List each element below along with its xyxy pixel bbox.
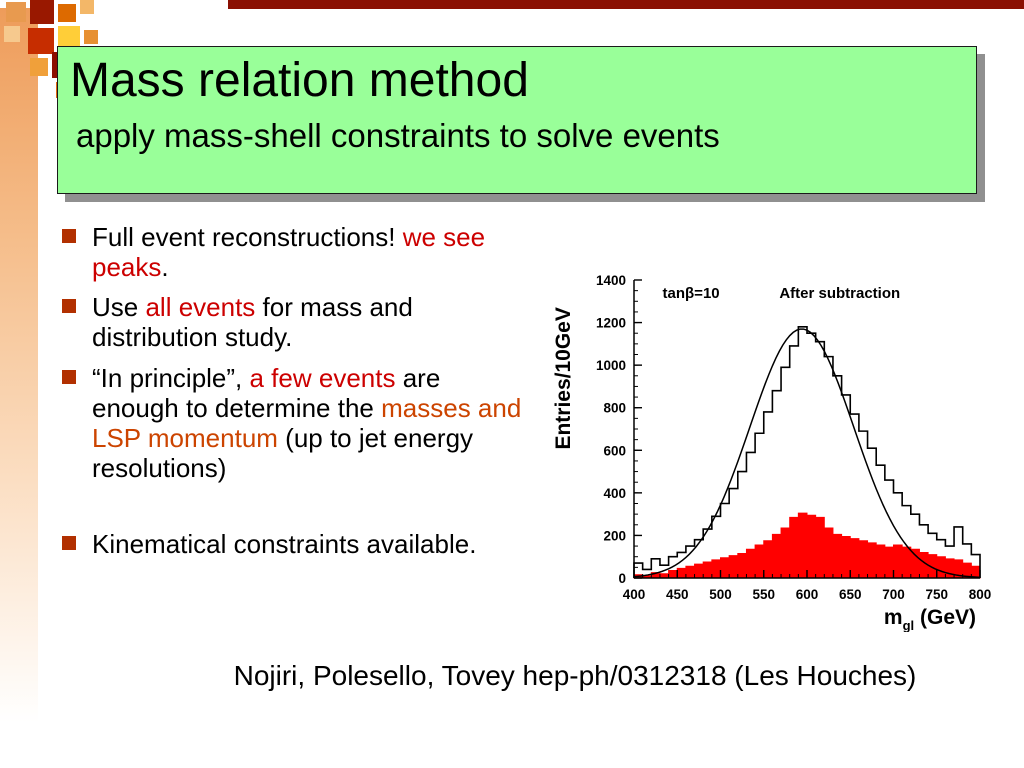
x-tick-label: 550 bbox=[752, 587, 775, 602]
y-tick-label: 600 bbox=[603, 443, 626, 458]
mosaic-square bbox=[30, 58, 48, 76]
x-tick-label: 450 bbox=[666, 587, 689, 602]
x-tick-label: 700 bbox=[882, 587, 905, 602]
y-axis-label: Entries/10GeV bbox=[552, 307, 575, 449]
bullet-item: Use all events for mass and distribution… bbox=[60, 292, 540, 352]
x-tick-label: 750 bbox=[925, 587, 948, 602]
bullet-text: Use all events for mass and distribution… bbox=[92, 292, 413, 353]
mosaic-square bbox=[28, 28, 54, 54]
annotation-tanbeta: tanβ=10 bbox=[663, 285, 720, 302]
y-tick-label: 1000 bbox=[596, 358, 626, 373]
mosaic-square bbox=[30, 0, 54, 24]
bullet-text: Kinematical constraints available. bbox=[92, 529, 477, 560]
bullet-item: “In principle”, a few events are enough … bbox=[60, 363, 540, 484]
x-axis-label: mgl (GeV) bbox=[884, 606, 976, 632]
bullet-text: Full event reconstructions! we see peaks… bbox=[92, 222, 486, 283]
bullet-marker-icon bbox=[62, 369, 76, 384]
title-box: Mass relation method apply mass-shell co… bbox=[57, 46, 977, 194]
mosaic-square bbox=[58, 26, 80, 48]
bullet-text: “In principle”, a few events are enough … bbox=[92, 362, 522, 484]
x-tick-label: 500 bbox=[709, 587, 732, 602]
y-tick-label: 800 bbox=[603, 401, 626, 416]
mosaic-square bbox=[6, 2, 26, 22]
y-tick-label: 1400 bbox=[596, 273, 626, 288]
y-tick-label: 0 bbox=[618, 571, 626, 586]
fit-curve bbox=[633, 328, 981, 579]
x-tick-label: 400 bbox=[623, 587, 646, 602]
bullet-list: Full event reconstructions! we see peaks… bbox=[60, 222, 540, 569]
left-gradient-decoration bbox=[0, 8, 38, 768]
histogram-figure: 400 450 500 550 600 650 700 750 800 0 200 400 600 800… bbox=[546, 268, 992, 633]
slide-subtitle: apply mass-shell constraints to solve ev… bbox=[76, 117, 720, 154]
mosaic-square bbox=[4, 26, 20, 42]
bullet-marker-icon bbox=[62, 299, 76, 314]
x-tick-label: 650 bbox=[839, 587, 862, 602]
mosaic-square bbox=[58, 4, 76, 22]
bullet-marker-icon bbox=[62, 536, 76, 551]
x-tick-label: 600 bbox=[796, 587, 819, 602]
y-tick-label: 1200 bbox=[596, 316, 626, 331]
histogram-svg: 400 450 500 550 600 650 700 750 800 0 200 400 600 800… bbox=[552, 273, 992, 633]
citation: Nojiri, Polesello, Tovey hep-ph/0312318 … bbox=[233, 660, 917, 691]
x-tick-label: 800 bbox=[969, 587, 992, 602]
slide-title: Mass relation method bbox=[70, 54, 529, 107]
bullet-marker-icon bbox=[62, 229, 76, 243]
bullet-item: Kinematical constraints available. bbox=[60, 529, 540, 559]
y-tick-label: 400 bbox=[603, 486, 626, 501]
top-bar-decoration bbox=[228, 0, 1024, 9]
events-histogram bbox=[633, 512, 981, 579]
y-tick-label: 200 bbox=[603, 528, 626, 543]
mosaic-square bbox=[84, 30, 98, 44]
annotation-after-subtraction: After subtraction bbox=[779, 285, 900, 302]
mosaic-square bbox=[80, 0, 94, 14]
bullet-item: Full event reconstructions! we see peaks… bbox=[60, 222, 540, 282]
